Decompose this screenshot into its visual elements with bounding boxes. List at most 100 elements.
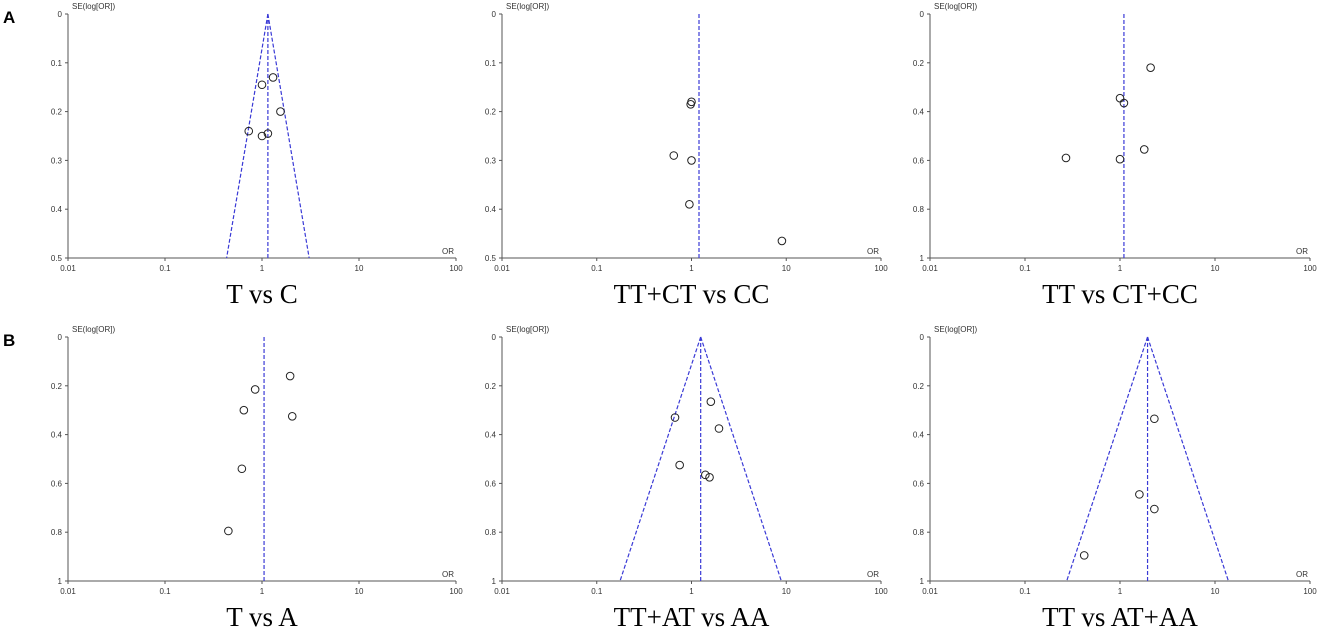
study-point (224, 526, 233, 536)
x-axis-label: OR (1296, 570, 1308, 579)
study-point (1135, 490, 1144, 499)
funnel-right-boundary (1146, 336, 1229, 582)
funnel-plot-4: 00.20.40.60.810.01 0.1 1 10 100SE(log[OR])OR… (51, 325, 463, 632)
study-point (1146, 63, 1155, 72)
x-tick-label: 10 (1211, 264, 1220, 273)
funnel-plot-6: 00.20.40.60.810.01 0.1 1 10 100SE(log[OR])OR… (913, 325, 1317, 632)
study-point (257, 131, 267, 141)
funnel-plot-3: 00.20.40.60.810.01 0.1 1 10 100SE(log[OR])OR… (913, 2, 1317, 309)
funnel-left-boundary (226, 13, 269, 259)
study-point (714, 424, 724, 433)
study-point (1115, 93, 1125, 103)
y-tick-label: 0.8 (51, 528, 63, 537)
y-tick-label: 0 (58, 333, 63, 342)
y-axis-label: SE(log[OR]) (72, 2, 115, 11)
y-tick-label: 0.3 (51, 156, 63, 165)
y-axis-label: SE(log[OR]) (934, 2, 977, 11)
y-axis-label: SE(log[OR]) (506, 325, 549, 334)
study-point (268, 73, 278, 82)
x-tick-label: 10 (355, 264, 364, 273)
study-point (1061, 153, 1071, 163)
x-axis-label: OR (867, 570, 879, 579)
panel-label-b: B (3, 331, 15, 350)
x-tick-label: 1 (1118, 264, 1123, 273)
y-tick-label: 0 (920, 333, 925, 342)
chart-title: TT+CT vs CC (614, 279, 770, 309)
y-tick-label: 0 (492, 333, 497, 342)
x-tick-label: 0.01 (494, 587, 510, 596)
x-tick-label: 1 (689, 587, 694, 596)
x-tick-label: 100 (449, 264, 463, 273)
y-tick-label: 0 (58, 10, 63, 19)
study-point (257, 80, 267, 90)
study-point (250, 385, 260, 394)
y-tick-label: 0.4 (51, 205, 63, 214)
x-tick-label: 0.01 (60, 587, 76, 596)
x-tick-label: 0.1 (591, 264, 603, 273)
y-tick-label: 0 (920, 10, 925, 19)
y-tick-label: 0.8 (913, 205, 925, 214)
funnel-left-boundary (619, 336, 702, 582)
y-tick-label: 0 (492, 10, 497, 19)
x-axis-label: OR (1296, 247, 1308, 256)
study-point (777, 236, 787, 246)
x-tick-label: 100 (1303, 587, 1317, 596)
chart-title: TT+AT vs AA (614, 602, 770, 632)
x-axis-label: OR (442, 570, 454, 579)
study-point (685, 200, 694, 209)
y-tick-label: 1 (920, 577, 925, 586)
study-point (670, 413, 680, 422)
study-point (675, 460, 684, 470)
study-point (244, 126, 254, 136)
y-tick-label: 1 (492, 577, 497, 586)
panel-label-a: A (3, 8, 15, 27)
y-tick-label: 0.6 (51, 479, 63, 488)
x-tick-label: 1 (260, 264, 265, 273)
x-tick-label: 100 (449, 587, 463, 596)
x-axis-label: OR (867, 247, 879, 256)
study-point (686, 99, 695, 109)
y-tick-label: 0.4 (51, 431, 63, 440)
x-tick-label: 0.1 (159, 264, 171, 273)
y-tick-label: 0.1 (51, 59, 63, 68)
x-tick-label: 0.1 (1019, 264, 1031, 273)
funnel-left-boundary (1066, 336, 1149, 582)
x-tick-label: 0.01 (494, 264, 510, 273)
study-point (263, 129, 273, 138)
y-tick-label: 0.2 (485, 108, 497, 117)
x-tick-label: 100 (1303, 264, 1317, 273)
chart-title: T vs C (226, 279, 298, 309)
study-point (1139, 145, 1149, 154)
x-tick-label: 0.1 (159, 587, 171, 596)
study-point (1079, 551, 1089, 560)
study-point (1115, 154, 1125, 164)
y-tick-label: 0.5 (51, 254, 63, 263)
y-tick-label: 0.8 (913, 528, 925, 537)
study-point (687, 156, 696, 165)
study-point (705, 473, 714, 482)
y-tick-label: 0.3 (485, 156, 497, 165)
x-tick-label: 0.1 (1019, 587, 1031, 596)
y-tick-label: 1 (58, 577, 63, 586)
study-point (1150, 504, 1159, 514)
y-tick-label: 0.6 (913, 156, 925, 165)
x-tick-label: 0.1 (591, 587, 603, 596)
y-tick-label: 0.1 (485, 59, 497, 68)
funnel-plot-2: 0 0.1 0.2 0.3 0.4 0.50.01 0.1 1 10 100 SE(log[OR])… (485, 2, 888, 309)
x-tick-label: 1 (260, 587, 265, 596)
y-tick-label: 0.2 (913, 382, 925, 391)
study-point (276, 107, 285, 116)
x-axis-label: OR (442, 247, 454, 256)
y-tick-label: 0.4 (913, 431, 925, 440)
y-tick-label: 0.2 (485, 382, 497, 391)
study-point (706, 397, 716, 406)
y-tick-label: 0.4 (485, 205, 497, 214)
x-tick-label: 0.01 (922, 264, 938, 273)
x-tick-label: 100 (874, 587, 888, 596)
y-tick-label: 0.2 (913, 59, 925, 68)
y-tick-label: 0.2 (51, 108, 63, 117)
x-tick-label: 10 (1211, 587, 1220, 596)
x-tick-label: 100 (874, 264, 888, 273)
chart-title: TT vs AT+AA (1042, 602, 1198, 632)
